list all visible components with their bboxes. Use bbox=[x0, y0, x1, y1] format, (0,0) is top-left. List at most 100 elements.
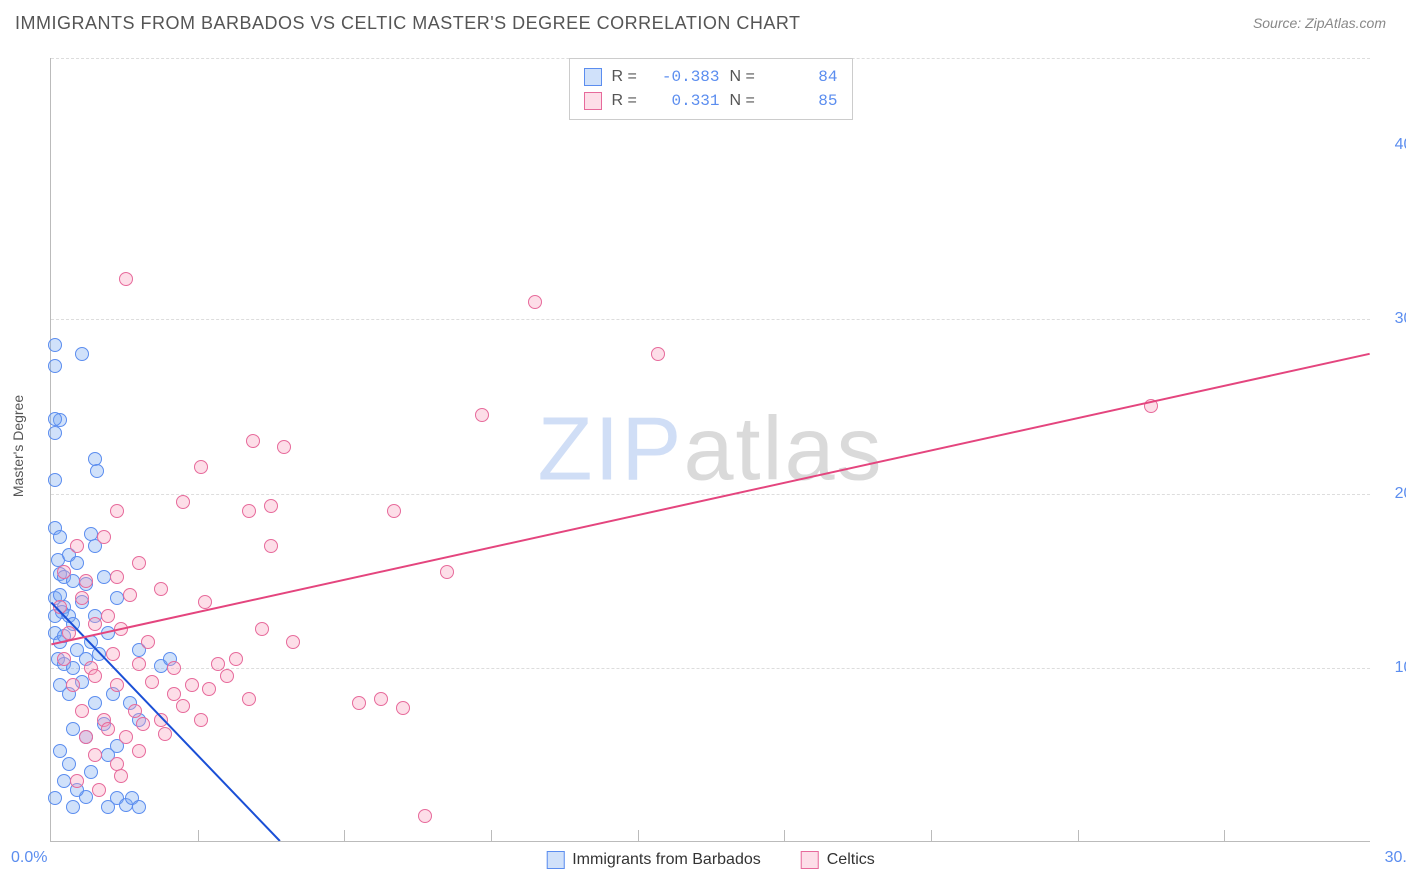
legend-item-2: Celtics bbox=[801, 851, 875, 869]
chart-source: Source: ZipAtlas.com bbox=[1253, 15, 1386, 31]
data-point bbox=[53, 530, 67, 544]
chart-header: IMMIGRANTS FROM BARBADOS VS CELTIC MASTE… bbox=[0, 0, 1406, 46]
data-point bbox=[101, 609, 115, 623]
gridline-h bbox=[51, 319, 1370, 320]
data-point bbox=[242, 692, 256, 706]
x-tick-label: 30.0% bbox=[1385, 849, 1406, 867]
data-point bbox=[88, 748, 102, 762]
data-point bbox=[387, 504, 401, 518]
watermark: ZIPatlas bbox=[537, 398, 883, 501]
data-point bbox=[264, 499, 278, 513]
data-point bbox=[88, 669, 102, 683]
data-point bbox=[176, 495, 190, 509]
x-tick-mark bbox=[638, 830, 639, 842]
data-point bbox=[48, 412, 62, 426]
data-point bbox=[97, 530, 111, 544]
data-point bbox=[79, 730, 93, 744]
data-point bbox=[277, 440, 291, 454]
data-point bbox=[119, 272, 133, 286]
data-point bbox=[352, 696, 366, 710]
x-tick-mark bbox=[1224, 830, 1225, 842]
data-point bbox=[475, 408, 489, 422]
data-point bbox=[132, 657, 146, 671]
gridline-h bbox=[51, 494, 1370, 495]
data-point bbox=[396, 701, 410, 715]
data-point bbox=[114, 769, 128, 783]
data-point bbox=[90, 464, 104, 478]
data-point bbox=[651, 347, 665, 361]
x-tick-mark bbox=[931, 830, 932, 842]
data-point bbox=[48, 791, 62, 805]
data-point bbox=[53, 744, 67, 758]
legend-swatch-2 bbox=[801, 851, 819, 869]
data-point bbox=[57, 774, 71, 788]
x-tick-mark bbox=[491, 830, 492, 842]
x-tick-mark bbox=[344, 830, 345, 842]
data-point bbox=[57, 565, 71, 579]
data-point bbox=[136, 717, 150, 731]
legend-label-1: Immigrants from Barbados bbox=[572, 851, 761, 869]
data-point bbox=[158, 727, 172, 741]
data-point bbox=[242, 504, 256, 518]
data-point bbox=[440, 565, 454, 579]
correlation-legend-row-2: R =0.331 N =85 bbox=[584, 89, 838, 113]
data-point bbox=[145, 675, 159, 689]
data-point bbox=[66, 722, 80, 736]
data-point bbox=[48, 473, 62, 487]
data-point bbox=[48, 338, 62, 352]
data-point bbox=[70, 539, 84, 553]
data-point bbox=[62, 626, 76, 640]
gridline-h bbox=[51, 668, 1370, 669]
data-point bbox=[92, 647, 106, 661]
data-point bbox=[123, 588, 137, 602]
data-point bbox=[53, 600, 67, 614]
data-point bbox=[79, 574, 93, 588]
data-point bbox=[132, 744, 146, 758]
data-point bbox=[154, 582, 168, 596]
chart-title: IMMIGRANTS FROM BARBADOS VS CELTIC MASTE… bbox=[15, 13, 801, 34]
data-point bbox=[48, 359, 62, 373]
swatch-series-1 bbox=[584, 68, 602, 86]
data-point bbox=[286, 635, 300, 649]
data-point bbox=[75, 347, 89, 361]
x-tick-mark bbox=[1078, 830, 1079, 842]
y-tick-label: 10.0% bbox=[1380, 659, 1406, 677]
data-point bbox=[167, 661, 181, 675]
legend-swatch-1 bbox=[546, 851, 564, 869]
data-point bbox=[194, 460, 208, 474]
data-point bbox=[198, 595, 212, 609]
swatch-series-2 bbox=[584, 92, 602, 110]
data-point bbox=[202, 682, 216, 696]
x-tick-label: 0.0% bbox=[11, 849, 47, 867]
data-point bbox=[92, 783, 106, 797]
x-tick-mark bbox=[784, 830, 785, 842]
data-point bbox=[110, 678, 124, 692]
y-tick-label: 20.0% bbox=[1380, 485, 1406, 503]
data-point bbox=[246, 434, 260, 448]
data-point bbox=[48, 426, 62, 440]
data-point bbox=[75, 591, 89, 605]
data-point bbox=[101, 626, 115, 640]
data-point bbox=[185, 678, 199, 692]
x-tick-mark bbox=[198, 830, 199, 842]
trend-lines bbox=[51, 58, 1370, 841]
data-point bbox=[229, 652, 243, 666]
data-point bbox=[70, 556, 84, 570]
data-point bbox=[141, 635, 155, 649]
data-point bbox=[132, 800, 146, 814]
data-point bbox=[528, 295, 542, 309]
data-point bbox=[374, 692, 388, 706]
data-point bbox=[75, 704, 89, 718]
data-point bbox=[101, 722, 115, 736]
data-point bbox=[106, 647, 120, 661]
legend-label-2: Celtics bbox=[827, 851, 875, 869]
correlation-legend-row-1: R =-0.383 N =84 bbox=[584, 65, 838, 89]
data-point bbox=[110, 504, 124, 518]
data-point bbox=[110, 591, 124, 605]
y-tick-label: 40.0% bbox=[1380, 136, 1406, 154]
data-point bbox=[264, 539, 278, 553]
plot-area: ZIPatlas R =-0.383 N =84 R =0.331 N =85 … bbox=[50, 58, 1370, 842]
data-point bbox=[255, 622, 269, 636]
data-point bbox=[62, 757, 76, 771]
data-point bbox=[114, 622, 128, 636]
